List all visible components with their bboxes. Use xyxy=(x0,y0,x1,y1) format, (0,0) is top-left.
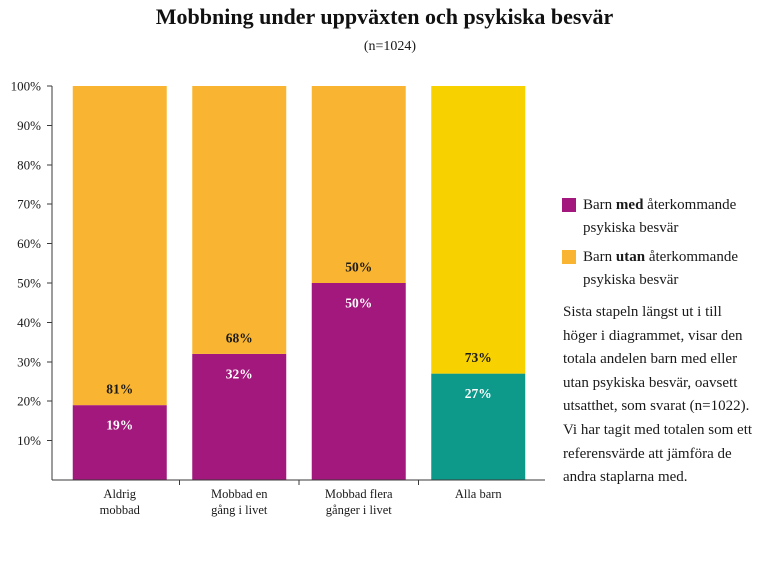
x-tick-label: Mobbad en gång i livet xyxy=(211,487,268,517)
data-labels: 19% 81% 32% 68% 50% 50% 27% 73% xyxy=(106,260,492,433)
data-label-series-0: 50% xyxy=(345,296,372,311)
x-tick-label: Mobbad flera gånger i livet xyxy=(325,487,393,517)
y-tick-label: 80% xyxy=(17,157,41,172)
note-line: referensvärde att jämföra de xyxy=(563,445,732,462)
note-line: totala andelen barn med eller xyxy=(563,351,738,368)
y-tick-label: 90% xyxy=(17,118,41,133)
bar-segment-series-0 xyxy=(431,373,526,480)
note-line: Vi har tagit med totalen som ett xyxy=(563,421,753,438)
y-tick-label: 50% xyxy=(17,276,41,291)
legend-swatch-med xyxy=(562,198,576,212)
data-label-series-1: 50% xyxy=(345,260,372,275)
bar-segment-series-0 xyxy=(72,405,167,480)
legend-label-line2: psykiska besvär xyxy=(583,271,679,288)
legend-label-part: återkommande xyxy=(643,196,737,213)
note-line: höger i diagrammet, visar den xyxy=(563,327,743,344)
legend-label-bold: med xyxy=(615,196,644,213)
legend-label-utan: Barn utan återkommande psykiska besvär xyxy=(583,246,738,292)
legend-label-bold: utan xyxy=(615,248,646,265)
bar-segment-series-0 xyxy=(311,283,406,480)
data-label-series-0: 19% xyxy=(106,418,133,433)
legend-label-med: Barn med återkommande psykiska besvär xyxy=(583,194,736,240)
note-line: Sista stapeln längst ut i till xyxy=(563,304,722,320)
x-tick-label-line: Mobbad en xyxy=(211,487,268,501)
bar-segment-series-0 xyxy=(192,353,287,480)
y-tick-label: 100% xyxy=(11,79,42,94)
y-tick-label: 40% xyxy=(17,315,41,330)
legend-label-line2: psykiska besvär xyxy=(583,219,679,236)
data-label-series-0: 32% xyxy=(226,366,253,381)
data-label-series-1: 73% xyxy=(465,350,492,365)
legend-label-part: Barn xyxy=(583,196,616,213)
y-tick-label: 60% xyxy=(17,236,41,251)
data-label-series-1: 81% xyxy=(106,382,133,397)
note-line: andra staplarna med. xyxy=(563,469,688,486)
bars xyxy=(72,86,526,480)
x-tick-label-line: Mobbad flera xyxy=(325,487,393,501)
y-tick-label: 70% xyxy=(17,197,41,212)
data-label-series-0: 27% xyxy=(465,386,492,401)
data-label-series-1: 68% xyxy=(226,330,253,345)
x-tick-label-line: Aldrig xyxy=(103,487,136,501)
x-tick-label-line: mobbad xyxy=(100,503,141,517)
note-line: utsatthet, som svarat (n=1022). xyxy=(563,398,750,415)
y-tick-label: 30% xyxy=(17,354,41,369)
legend-swatch-utan xyxy=(562,250,576,264)
note-text: Sista stapeln längst ut i till höger i d… xyxy=(563,301,763,490)
x-tick-label-line: gånger i livet xyxy=(326,503,392,517)
bar-segment-series-1 xyxy=(72,86,167,406)
x-tick-label: Aldrig mobbad xyxy=(100,487,141,517)
chart-title: Mobbning under uppväxten och psykiska be… xyxy=(155,4,614,29)
y-tick-label: 20% xyxy=(17,394,41,409)
note-line: utan psykiska besvär, oavsett xyxy=(563,374,738,391)
x-tick-label-line: gång i livet xyxy=(211,503,268,517)
y-tick-label: 10% xyxy=(17,433,41,448)
x-tick-label: Alla barn xyxy=(455,487,503,501)
bar-segment-series-1 xyxy=(311,86,406,283)
legend-label-part: återkommande xyxy=(645,248,738,265)
legend-label-part: Barn xyxy=(583,248,616,265)
chart-subtitle: (n=1024) xyxy=(363,39,417,54)
bar-segment-series-1 xyxy=(431,86,526,374)
bar-segment-series-1 xyxy=(192,86,287,354)
x-tick-label-line: Alla barn xyxy=(455,487,503,501)
y-axis: 10% 20% 30% 40% 50% 60% 70% 80% 90% 100% xyxy=(11,79,53,480)
